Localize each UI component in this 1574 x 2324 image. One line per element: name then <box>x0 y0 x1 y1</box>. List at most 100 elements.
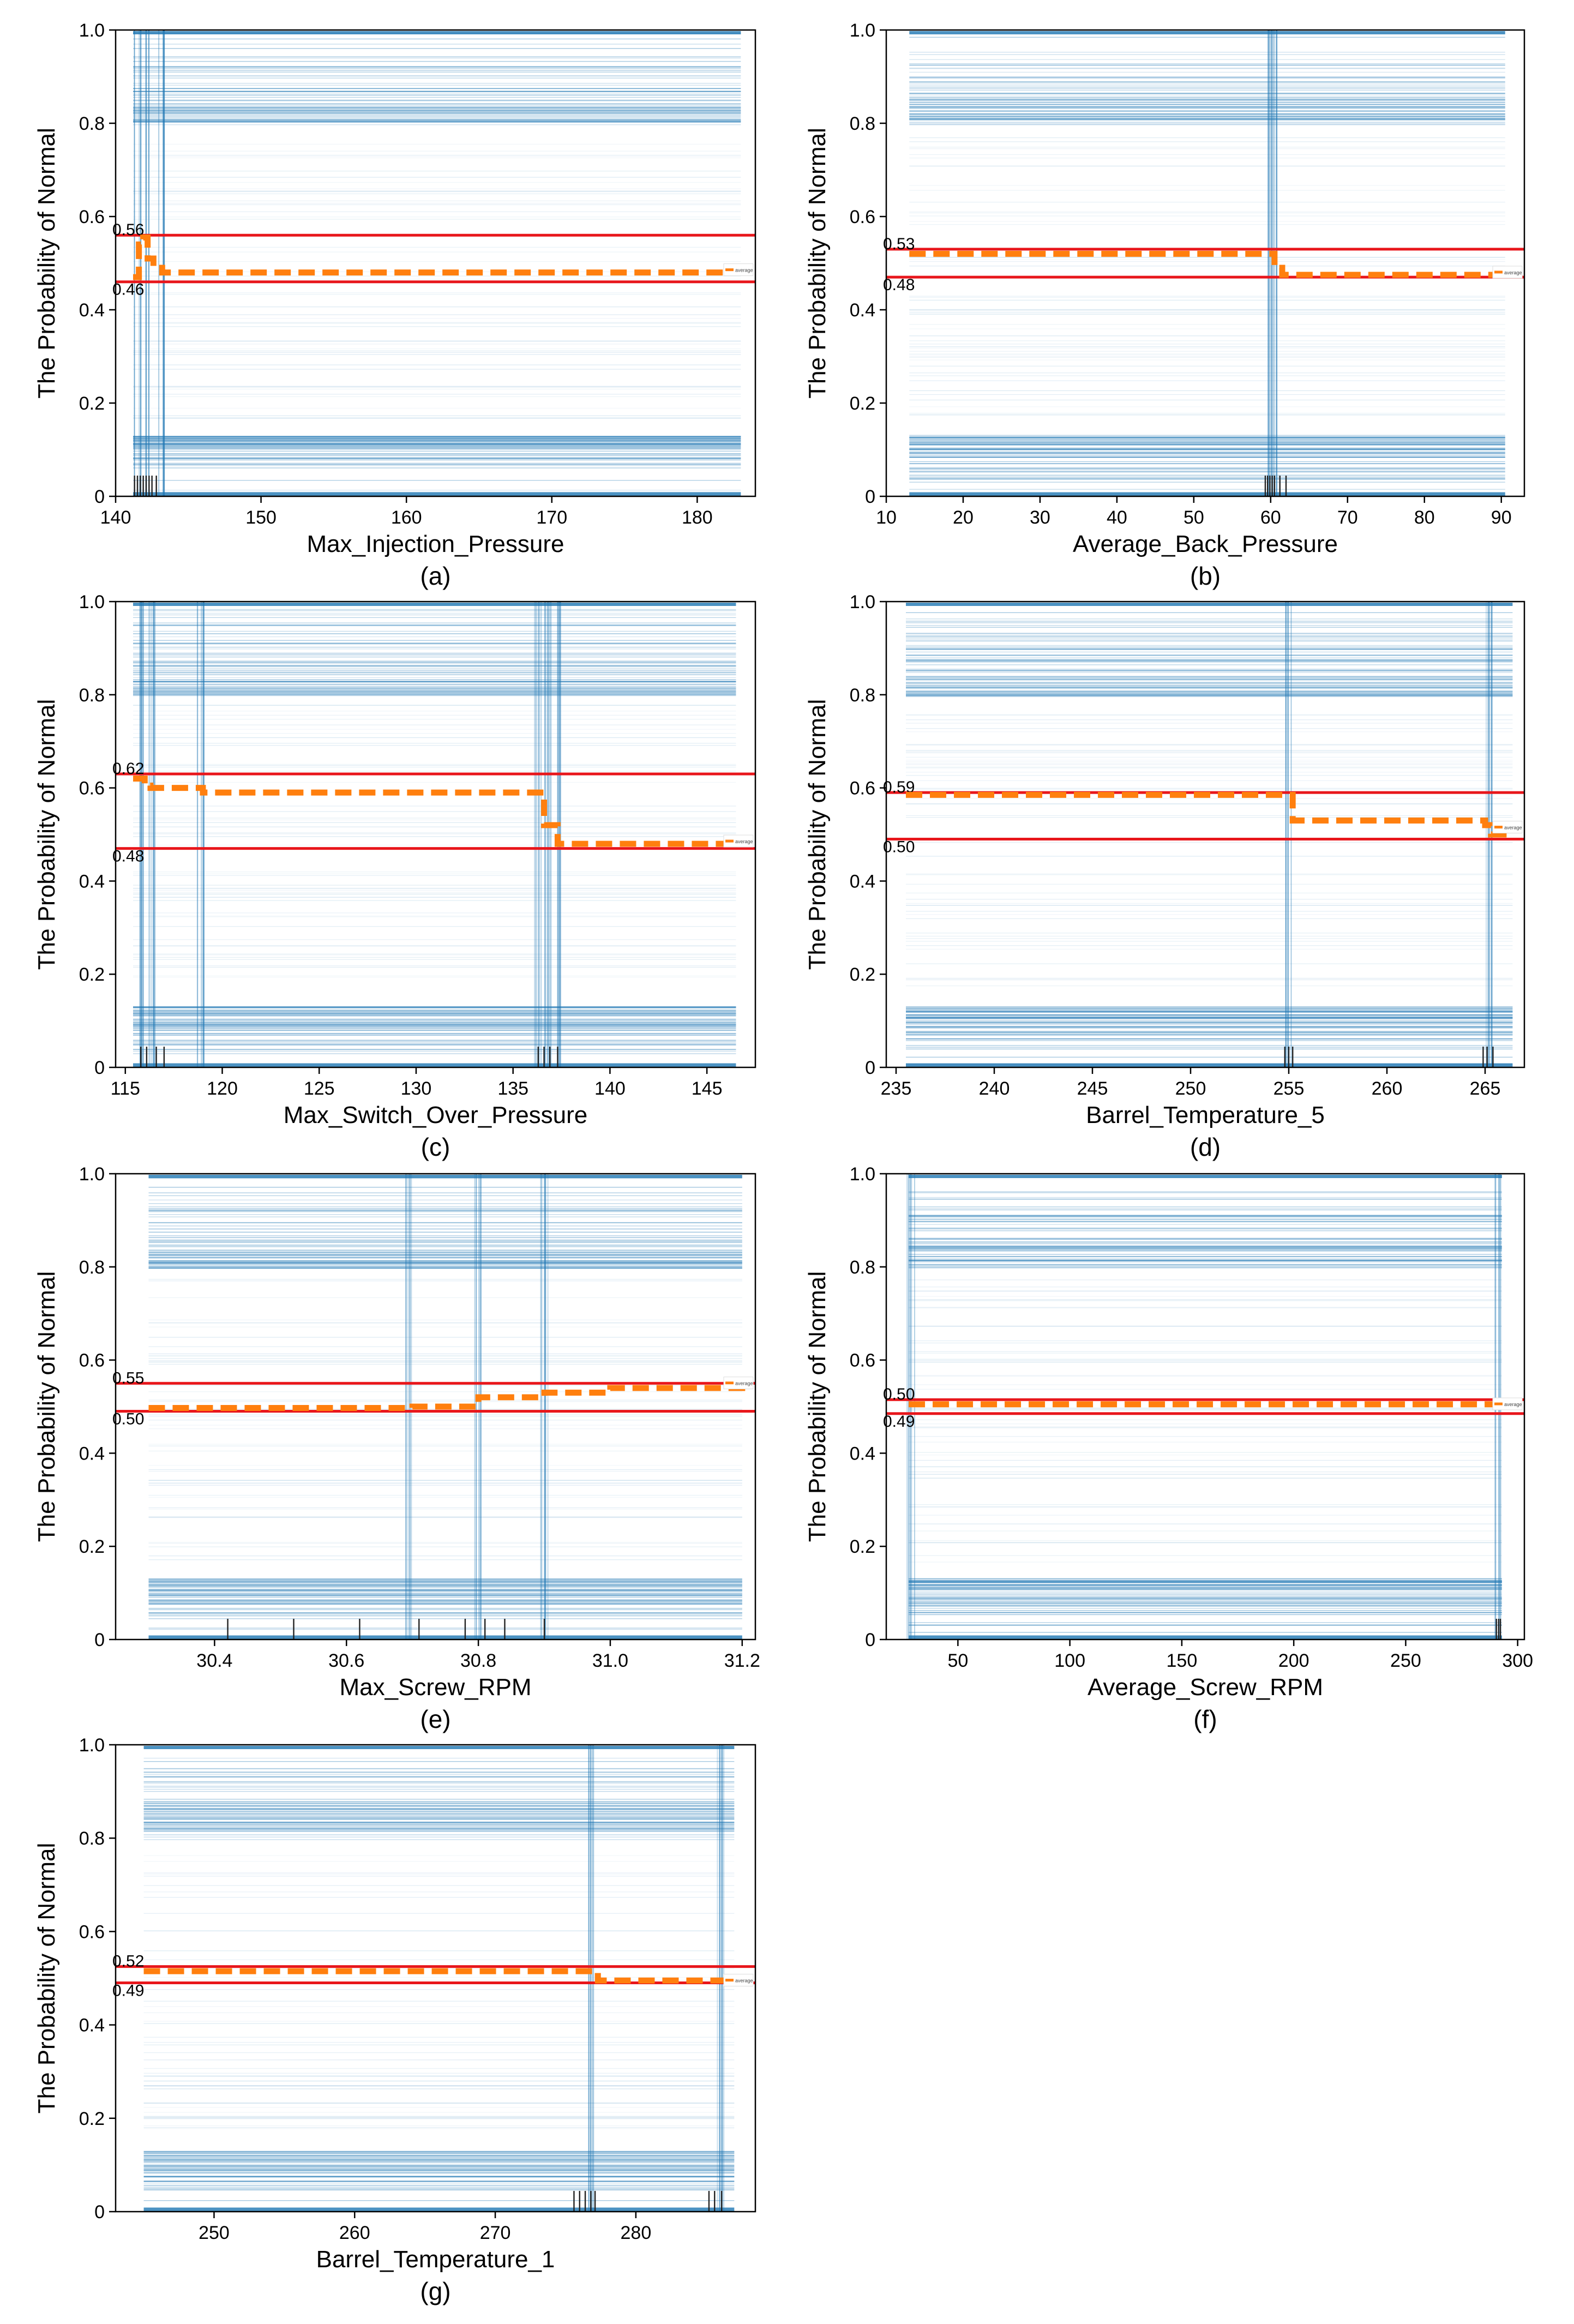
x-tick-label: 115 <box>111 1078 140 1099</box>
average-curve-c <box>133 776 736 847</box>
legend-label-f: average <box>1504 1402 1522 1407</box>
y-tick-label: 0.8 <box>79 685 105 706</box>
ice-curves-c <box>133 602 736 1067</box>
legend-box-d <box>1492 820 1523 833</box>
legend-box-c <box>723 834 754 848</box>
y-tick-label: 0.4 <box>79 2015 105 2036</box>
y-tick-label: 0.6 <box>79 207 105 227</box>
y-tick-label: 0 <box>865 487 875 507</box>
y-tick-label: 0.8 <box>850 113 875 134</box>
y-tick-label: 0.4 <box>850 300 875 321</box>
panel-e: 0.55 0.50 average 30.4 30.6 30.8 31.0 31.2 0 0.2 0… <box>33 1164 760 1733</box>
y-tick-label: 0 <box>94 2202 105 2223</box>
average-curve-f <box>909 1401 1505 1408</box>
y-tick-label: 0.6 <box>850 1350 875 1371</box>
y-tick-label: 1.0 <box>79 592 105 612</box>
axes-frame-g <box>115 1744 756 2213</box>
y-tick-label: 0 <box>94 487 105 507</box>
legend-label-e: average <box>735 1381 753 1386</box>
axes-frame-d <box>885 600 1525 1068</box>
legend-label-a: average <box>735 268 753 273</box>
hline-label-f-0: 0.50 <box>883 1385 915 1403</box>
x-tick-label: 250 <box>1175 1078 1206 1099</box>
legend-box-f <box>1492 1397 1523 1410</box>
average-curve-d <box>906 791 1516 838</box>
axes-frame-b <box>885 29 1525 497</box>
average-curve-b <box>909 250 1505 278</box>
x-tick-label: 300 <box>1502 1650 1533 1671</box>
hline-label-f-1: 0.49 <box>883 1413 915 1431</box>
x-tick-label: 90 <box>1491 507 1512 528</box>
y-tick-label: 0 <box>865 1058 875 1078</box>
average-curve-e <box>148 1385 746 1412</box>
legend-box-g <box>723 1974 754 1987</box>
y-tick-label: 0.8 <box>79 113 105 134</box>
y-tick-label: 0 <box>94 1630 105 1650</box>
y-tick-label: 0.2 <box>79 393 105 414</box>
panel-c: 0.62 0.48 average 115 120 125 130 135 140 145 0 0.2… <box>33 592 756 1161</box>
hline-label-a-0: 0.56 <box>112 221 144 239</box>
hline-label-e-1: 0.50 <box>112 1410 144 1428</box>
x-tick-label: 30 <box>1030 507 1050 528</box>
x-tick-label: 31.0 <box>592 1650 628 1671</box>
hline-label-b-0: 0.53 <box>883 235 915 253</box>
legend-box-a <box>723 263 754 277</box>
y-tick-label: 1.0 <box>850 1164 875 1185</box>
x-tick-label: 150 <box>1167 1650 1198 1671</box>
y-tick-label: 1.0 <box>79 1735 105 1756</box>
x-axis-label-a: Max_Injection_Pressure <box>307 531 564 557</box>
y-tick-label: 0.6 <box>850 207 875 227</box>
x-tick-label: 130 <box>401 1078 432 1099</box>
caption-b: (b) <box>1190 562 1221 590</box>
y-tick-label: 0.4 <box>79 871 105 892</box>
panel-f: 0.50 0.49 average 50 100 150 200 250 300 0 0.2 0.4 0… <box>804 1164 1533 1733</box>
x-axis-label-e: Max_Screw_RPM <box>339 1674 531 1701</box>
hline-label-c-1: 0.48 <box>112 848 144 866</box>
x-tick-label: 135 <box>497 1078 528 1099</box>
axes-frame-e <box>115 1173 756 1641</box>
x-tick-label: 50 <box>947 1650 968 1671</box>
caption-c: (c) <box>421 1133 450 1161</box>
x-tick-label: 260 <box>1372 1078 1403 1099</box>
hline-label-c-0: 0.62 <box>112 760 144 778</box>
x-axis-label-f: Average_Screw_RPM <box>1088 1674 1323 1701</box>
y-axis-label-g: The Probability of Normal <box>33 1843 60 2113</box>
ice-curves-f <box>906 1174 1502 1640</box>
y-tick-label: 0.8 <box>79 1257 105 1278</box>
ice-curves-g <box>143 1745 735 2212</box>
y-axis-label-f: The Probability of Normal <box>804 1271 831 1542</box>
y-tick-label: 0.4 <box>79 1443 105 1464</box>
hline-label-e-0: 0.55 <box>112 1369 144 1387</box>
y-tick-label: 0.8 <box>79 1828 105 1849</box>
y-tick-label: 0.2 <box>850 1536 875 1557</box>
y-tick-label: 0.4 <box>850 871 875 892</box>
y-tick-label: 1.0 <box>79 20 105 41</box>
y-tick-label: 0.2 <box>79 964 105 985</box>
caption-g: (g) <box>420 2277 450 2305</box>
panel-a: 0.56 0.46 average 140 150 160 170 180 0 0.2 0.4 0.6… <box>33 20 756 590</box>
ice-curves-e <box>148 1174 742 1640</box>
y-tick-label: 0.2 <box>850 964 875 985</box>
average-curve-a <box>133 234 741 280</box>
y-tick-label: 0.2 <box>79 1536 105 1557</box>
x-tick-label: 140 <box>594 1078 626 1099</box>
axes-frame-f <box>885 1173 1525 1641</box>
x-tick-label: 235 <box>881 1078 912 1099</box>
hline-label-d-1: 0.50 <box>883 838 915 856</box>
axes-frame-a <box>115 29 756 497</box>
y-tick-label: 0.4 <box>79 300 105 321</box>
y-tick-label: 0.4 <box>850 1443 875 1464</box>
x-tick-label: 10 <box>876 507 897 528</box>
x-tick-label: 60 <box>1260 507 1281 528</box>
x-tick-label: 30.8 <box>460 1650 496 1671</box>
axes-frame-c <box>115 600 756 1068</box>
hline-label-a-1: 0.46 <box>112 281 144 299</box>
x-tick-label: 200 <box>1278 1650 1309 1671</box>
panel-b: 0.53 0.48 average 10 20 30 40 50 60 70 80 90 0 0.2 0.4… <box>804 20 1525 590</box>
x-axis-label-c: Max_Switch_Over_Pressure <box>284 1102 588 1128</box>
x-tick-label: 255 <box>1273 1078 1305 1099</box>
x-tick-label: 265 <box>1470 1078 1501 1099</box>
legend-label-d: average <box>1504 825 1522 830</box>
